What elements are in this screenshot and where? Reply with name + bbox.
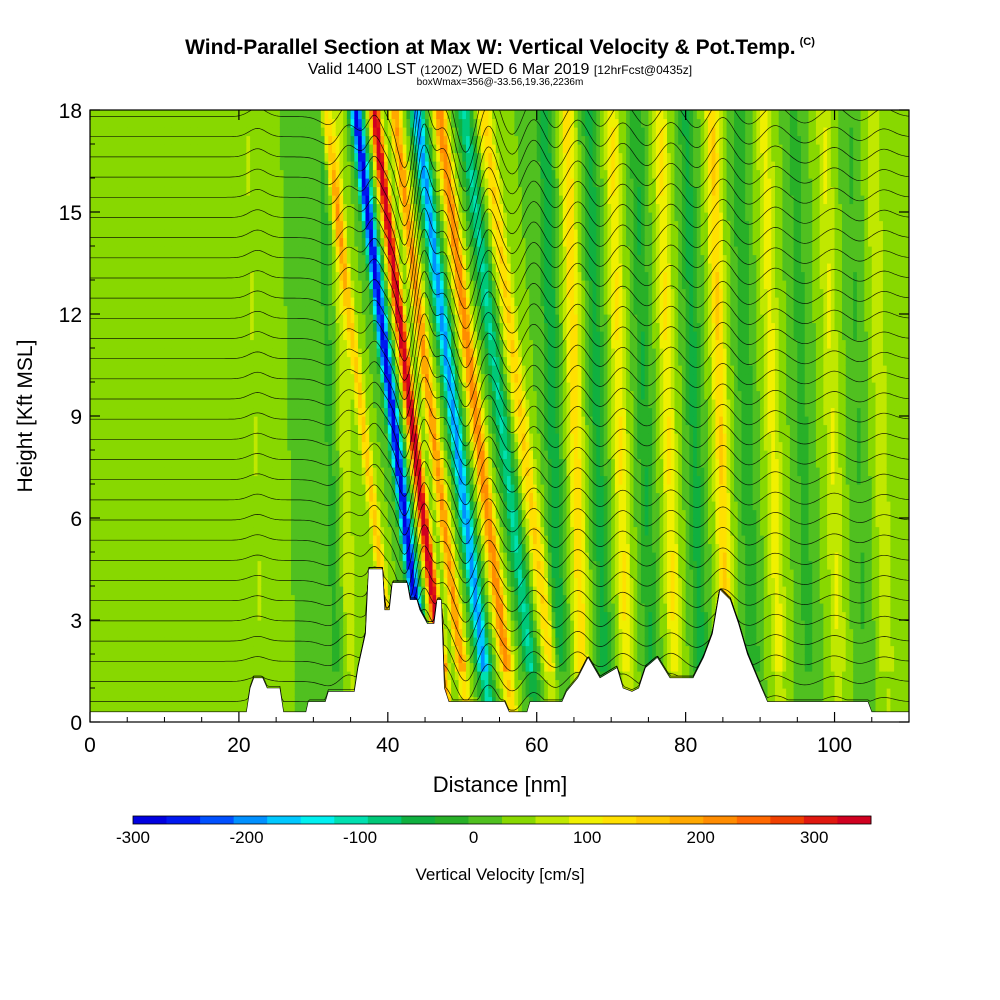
x-tick-label: 60 [525, 734, 548, 757]
y-tick-label: 18 [59, 100, 82, 123]
colorbar-swatch [267, 816, 301, 824]
vertical-velocity-field [90, 110, 910, 723]
colorbar-swatch [468, 816, 502, 824]
colorbar-swatch [536, 816, 570, 824]
y-axis-label: Height [Kft MSL] [14, 340, 37, 493]
colorbar-label: Vertical Velocity [cm/s] [415, 865, 584, 884]
colorbar-swatch [569, 816, 603, 824]
colorbar-swatch [804, 816, 838, 824]
colorbar-swatch [334, 816, 368, 824]
cross-section-plot: 0 20 40 60 80 100 0 3 6 9 12 15 18 Distance [nm] He… [0, 0, 1000, 1000]
y-tick-label: 15 [59, 202, 82, 225]
colorbar: -300 -200 -100 0 100 200 300 [116, 816, 871, 847]
colorbar-swatch [502, 816, 536, 824]
colorbar-swatch [301, 816, 335, 824]
colorbar-swatch [167, 816, 201, 824]
y-tick-label: 9 [70, 406, 82, 429]
colorbar-tick-label: -300 [116, 828, 150, 847]
x-tick-label: 80 [674, 734, 697, 757]
colorbar-swatch [133, 816, 167, 824]
y-tick-label: 3 [70, 610, 82, 633]
colorbar-tick-label: -100 [343, 828, 377, 847]
colorbar-tick-label: 300 [800, 828, 828, 847]
colorbar-swatch [670, 816, 704, 824]
y-tick-label: 0 [70, 712, 82, 735]
colorbar-swatch [603, 816, 637, 824]
x-tick-label: 0 [84, 734, 96, 757]
colorbar-swatch [636, 816, 670, 824]
colorbar-swatch [770, 816, 804, 824]
x-tick-label: 100 [817, 734, 852, 757]
colorbar-tick-label: -200 [230, 828, 264, 847]
colorbar-swatch [368, 816, 402, 824]
colorbar-swatch [435, 816, 469, 824]
colorbar-tick-label: 100 [573, 828, 601, 847]
y-tick-label: 12 [59, 304, 82, 327]
colorbar-swatch [737, 816, 771, 824]
y-tick-label: 6 [70, 508, 82, 531]
x-tick-label: 20 [227, 734, 250, 757]
colorbar-tick-label: 0 [469, 828, 478, 847]
colorbar-swatch [703, 816, 737, 824]
colorbar-swatch [837, 816, 871, 824]
x-axis-label: Distance [nm] [433, 772, 568, 797]
colorbar-swatch [234, 816, 268, 824]
x-tick-label: 40 [376, 734, 399, 757]
colorbar-swatch [200, 816, 234, 824]
colorbar-tick-label: 200 [687, 828, 715, 847]
colorbar-swatch [401, 816, 435, 824]
